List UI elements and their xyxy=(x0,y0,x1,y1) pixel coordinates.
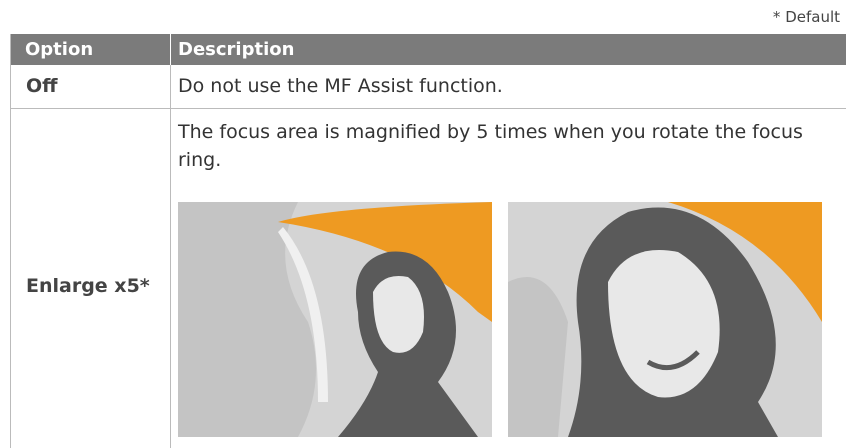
table-header: Option Description xyxy=(11,34,846,65)
illustration-magnified xyxy=(508,202,822,437)
description-cell: Do not use the MF Assist function. xyxy=(178,75,503,97)
option-cell: Enlarge x5* xyxy=(26,275,150,297)
option-cell: Off xyxy=(26,75,58,97)
description-cell: The focus area is magnified by 5 times w… xyxy=(178,121,803,171)
column-divider xyxy=(170,65,171,448)
options-table: Option Description Off Do not use the MF… xyxy=(10,34,846,448)
header-divider xyxy=(170,34,171,65)
illustration-normal xyxy=(178,202,492,437)
table-row: Off Do not use the MF Assist function. xyxy=(11,65,846,109)
header-cell: Description xyxy=(178,39,295,60)
header-cell: Option xyxy=(25,39,94,60)
table-row: Enlarge x5* The focus area is magnified … xyxy=(11,109,846,448)
default-note: * Default xyxy=(772,8,840,26)
